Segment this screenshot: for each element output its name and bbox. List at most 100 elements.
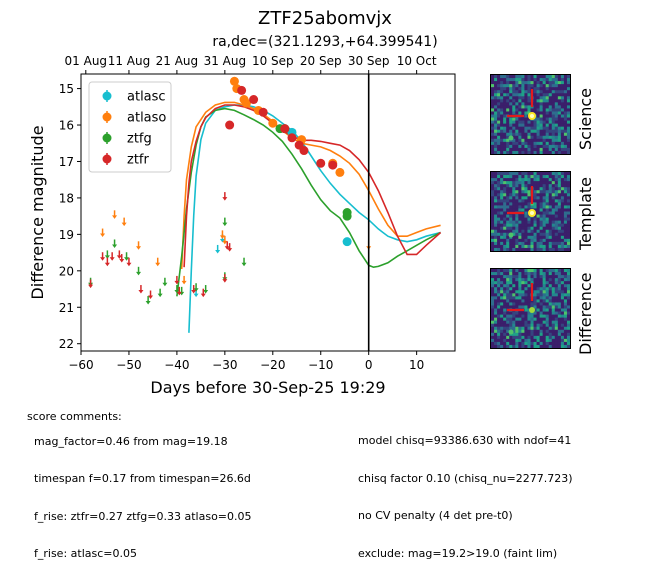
upper-limit-atlaso xyxy=(136,241,142,250)
thumbnail-image xyxy=(491,75,570,154)
detection-ztfr xyxy=(249,95,259,105)
top-tick-label: 10 Sep xyxy=(252,54,294,68)
x-tick-label: −50 xyxy=(116,358,141,372)
y-tick-label: 19 xyxy=(59,228,74,242)
thumbnail-image xyxy=(491,172,570,251)
upper-limit-atlaso xyxy=(155,257,161,267)
y-tick-label: 20 xyxy=(59,264,74,278)
comment-line: timespan f=0.17 from timespan=26.6d xyxy=(34,472,251,485)
detection-atlaso xyxy=(229,76,239,86)
upper-limit-ztfr xyxy=(227,243,233,252)
model-curve-ztfg xyxy=(176,107,441,297)
upper-limit-atlaso xyxy=(181,275,187,285)
detection-atlasc xyxy=(342,237,352,247)
plot-frame xyxy=(80,73,456,352)
upper-limit-ztfr xyxy=(116,250,122,259)
detection-atlaso xyxy=(335,167,345,177)
legend-entry-atlasc: atlasc xyxy=(102,90,166,105)
comment-line: f_rise: ztfr=0.27 ztfg=0.33 atlaso=0.05 xyxy=(34,509,252,523)
model-curve-atlaso xyxy=(180,101,441,270)
upper-limit-atlaso xyxy=(219,230,225,239)
legend-entry-atlaso: atlaso xyxy=(102,111,166,126)
detection-ztfr xyxy=(299,146,309,156)
upper-limit-ztfg xyxy=(145,295,151,305)
upper-limit-ztfg xyxy=(193,283,199,292)
top-tick-label: 10 Oct xyxy=(397,54,437,68)
y-tick-label: 18 xyxy=(59,191,74,205)
detection-ztfg xyxy=(342,211,352,221)
upper-limit-ztfr xyxy=(138,285,144,294)
detection-ztfr xyxy=(225,120,235,130)
upper-limit-ztfr xyxy=(222,274,228,283)
upper-limit-ztfr xyxy=(174,275,180,285)
legend-label: atlasc xyxy=(127,90,166,105)
upper-limit-atlasc xyxy=(215,244,221,254)
upper-limit-ztfg xyxy=(174,285,180,294)
science-label: Science xyxy=(576,87,595,150)
comment-line: f_rise: atlasc=0.05 xyxy=(34,547,137,560)
upper-limit-ztfr xyxy=(119,254,125,263)
template-label: Template xyxy=(576,176,595,250)
upper-limit-ztfg xyxy=(241,257,247,267)
x-tick-label: −10 xyxy=(308,358,333,372)
legend-marker xyxy=(102,133,112,143)
top-tick-label: 21 Aug xyxy=(156,54,199,68)
detection-ztfr xyxy=(287,133,297,143)
upper-limit-ztfg xyxy=(157,288,163,298)
legend-box xyxy=(88,81,172,173)
comment-line: exclude: mag=19.2>19.0 (faint lim) xyxy=(358,546,558,560)
detection-ztfr xyxy=(280,124,290,134)
model-comments: model chisq=93386.630 with ndof=41 chisq… xyxy=(358,410,573,573)
comment-line: mag_factor=0.46 from mag=19.18 xyxy=(34,434,228,448)
detection-atlaso xyxy=(268,118,278,128)
detection-ztfr xyxy=(237,85,247,95)
legend-marker xyxy=(102,112,112,122)
comment-line: model chisq=93386.630 with ndof=41 xyxy=(358,434,572,447)
x-tick-label: −30 xyxy=(212,358,237,372)
comment-line: chisq factor 0.10 (chisq_nu=2277.723) xyxy=(358,471,573,485)
upper-limit-atlaso xyxy=(100,228,106,238)
y-axis-label: Difference magnitude xyxy=(28,125,47,299)
y-tick-label: 16 xyxy=(59,119,74,133)
upper-limit-ztfg xyxy=(162,277,168,287)
top-tick-label: 30 Sep xyxy=(348,54,390,68)
legend-marker xyxy=(102,91,112,101)
x-tick-label: 0 xyxy=(365,358,373,372)
legend-label: atlaso xyxy=(127,111,166,126)
upper-limit-ztfg xyxy=(203,285,209,294)
legend: atlasc atlaso ztfg ztfr xyxy=(88,81,172,173)
detection-atlaso xyxy=(241,98,251,108)
legend-label: ztfr xyxy=(127,153,149,168)
upper-limit-ztfr xyxy=(148,290,154,300)
upper-limit-ztfr xyxy=(88,279,94,289)
top-tick-label: 01 Aug xyxy=(65,54,108,68)
score-comments: score comments: mag_factor=0.46 from mag… xyxy=(20,398,252,573)
difference-thumbnail xyxy=(490,268,571,349)
x-tick-label: 10 xyxy=(409,358,424,372)
x-tick-label: −40 xyxy=(164,358,189,372)
top-tick-label: 11 Aug xyxy=(108,54,151,68)
detection-ztfr xyxy=(328,160,338,170)
legend-entry-ztfg: ztfg xyxy=(102,132,152,147)
y-tick-label: 15 xyxy=(59,82,74,96)
comment-line: no CV penalty (4 det pre-t0) xyxy=(358,509,513,522)
y-tick-label: 17 xyxy=(59,155,74,169)
upper-limit-ztfg xyxy=(104,250,110,259)
upper-limit-ztfr xyxy=(224,241,230,250)
page-title: ZTF25abomvjx xyxy=(258,8,392,29)
upper-limit-ztfg xyxy=(112,239,118,248)
upper-limit-atlaso xyxy=(121,217,127,227)
upper-limit-ztfr xyxy=(222,192,228,201)
upper-limit-ztfr xyxy=(200,288,206,298)
upper-limit-atlaso xyxy=(222,235,228,245)
x-tick-label: −60 xyxy=(68,358,93,372)
y-tick-label: 21 xyxy=(59,301,74,315)
detection-ztfr xyxy=(258,107,268,117)
upper-limit-ztfg xyxy=(222,217,228,227)
upper-limit-ztfg xyxy=(136,266,142,276)
legend-label: ztfg xyxy=(127,132,152,147)
thumbnail-image xyxy=(491,269,570,348)
upper-limit-ztfr xyxy=(100,252,106,261)
light-curve-chart: −60 −50 −40 −30 −20 −10 0 10 15 16 17 18 19 20 21 22 01 … xyxy=(28,54,456,397)
coordinates-subtitle: ra,dec=(321.1293,+64.399541) xyxy=(212,34,438,50)
